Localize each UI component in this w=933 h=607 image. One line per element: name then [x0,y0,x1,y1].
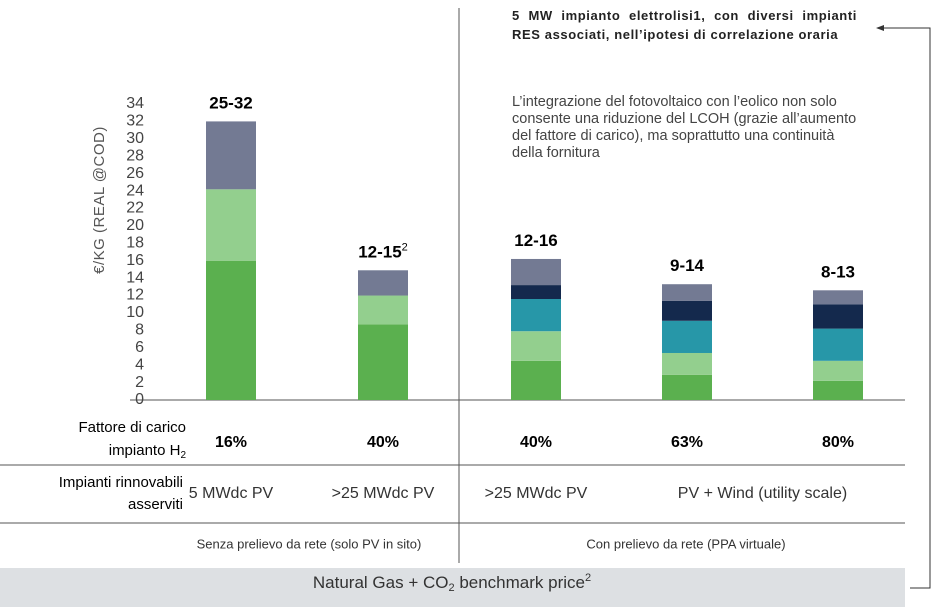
bar-segment [662,320,712,353]
y-tick-label: 16 [126,252,144,269]
y-axis-label: €/KG (REAL @COD) [91,126,108,274]
bar-label-text: 12-15 [358,243,401,262]
bar-segment [662,284,712,301]
bar-label-text: 12-16 [514,231,557,250]
bar-segment [358,295,408,325]
y-tick-label: 32 [126,113,144,130]
y-tick-label: 10 [126,304,144,321]
arrowhead [876,25,884,31]
bar-label-text: 9-14 [670,257,705,276]
bar-segment [813,328,863,361]
bar-segment [511,299,561,332]
bar-label-text: 25-32 [209,94,252,113]
bar-segment [358,324,408,400]
bar-segment [358,270,408,296]
bar-label: 8-13 [821,263,855,282]
y-tick-label: 0 [135,391,144,408]
plant: >25 MWdc PV [332,485,435,502]
y-tick-label: 24 [126,182,144,199]
group-label: Senza prelievo da rete (solo PV in sito) [197,536,422,551]
plant: PV + Wind (utility scale) [678,485,847,502]
annotation-text: L’integrazione del fotovoltaico con l’eo… [512,94,857,161]
y-tick-label: 12 [126,287,144,304]
bar-segment [511,258,561,286]
row-label: Fattore di carico [78,419,186,436]
load-factor: 80% [822,434,854,451]
plant: >25 MWdc PV [485,485,588,502]
bar-segment [206,189,256,261]
y-tick-label: 30 [126,130,144,147]
y-tick-label: 8 [135,322,144,339]
bar-segment [206,260,256,400]
y-tick-label: 2 [135,374,144,391]
y-tick-label: 4 [135,356,144,373]
y-tick-label: 6 [135,339,144,356]
bar-label: 9-14 [670,257,705,276]
bar-segment [662,300,712,321]
row-label-text: impianto H [109,442,181,459]
footer: Natural Gas + CO2 benchmark price2 [313,572,591,594]
row-label: impianto H2 [109,442,187,461]
row-label: Impianti rinnovabili [59,474,183,491]
bar-segment [511,285,561,300]
bar-label-note: 2 [402,241,408,253]
bar-segment [206,121,256,190]
bar-label-text: 8-13 [821,263,855,282]
y-tick-label: 34 [126,95,144,112]
y-tick-label: 20 [126,217,144,234]
bar-label: 12-152 [358,241,408,262]
bar-segment [511,331,561,361]
load-factor: 63% [671,434,703,451]
bar-segment [813,360,863,381]
bar-segment [813,290,863,305]
bar-segment [813,304,863,329]
footer-band [0,568,905,607]
bar-segment [813,380,863,400]
bar-segment [662,374,712,400]
bar-segment [511,360,561,400]
load-factor: 40% [520,434,552,451]
row-label: asserviti [128,496,183,513]
y-tick-label: 22 [126,200,144,217]
group-label: Con prelievo da rete (PPA virtuale) [586,536,785,551]
bracket [880,27,931,589]
plant: 5 MWdc PV [189,485,274,502]
bar-label: 12-16 [514,231,557,250]
y-tick-label: 26 [126,165,144,182]
load-factor: 40% [367,434,399,451]
bar-label: 25-32 [209,94,252,113]
y-tick-label: 28 [126,147,144,164]
load-factor: 16% [215,434,247,451]
annotation-title: 5 MW impianto elettrolisi1, con diversi … [512,8,857,42]
bar-segment [662,352,712,375]
y-tick-label: 18 [126,235,144,252]
y-tick-label: 14 [126,269,144,286]
row-label-sub: 2 [180,450,186,461]
